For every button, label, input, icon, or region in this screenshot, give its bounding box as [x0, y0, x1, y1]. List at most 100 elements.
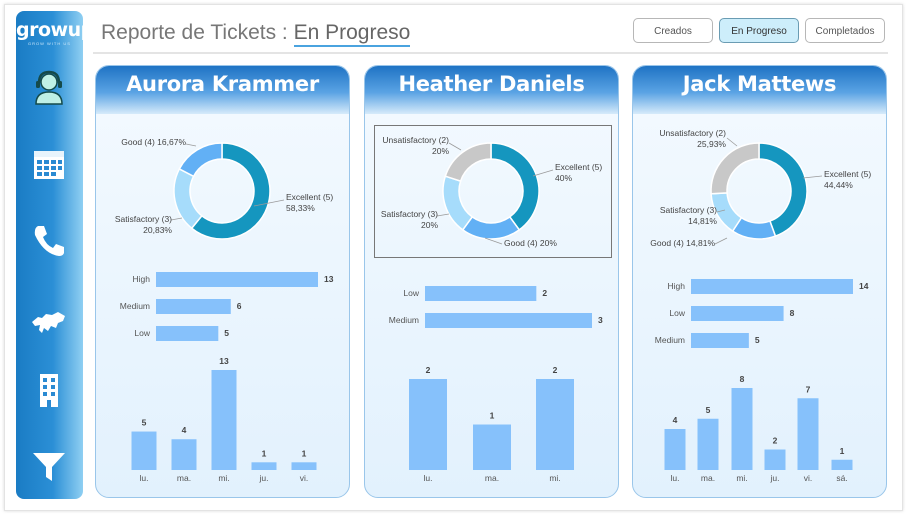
panel-header	[633, 66, 886, 114]
donut-label-good: Good (4) 14,81%	[650, 238, 715, 248]
day-label: ju.	[770, 473, 780, 483]
priority-value: 8	[790, 308, 795, 318]
donut-slice-excellent	[490, 142, 540, 231]
page-title-text: Reporte de Tickets :	[101, 21, 288, 44]
day-bar	[131, 431, 157, 470]
donut-slice-unsatisfactory	[444, 142, 492, 183]
priority-value: 5	[224, 328, 229, 338]
donut-slice-excellent	[190, 142, 271, 240]
donut-label-unsatisfactory: Unsatisfactory (2)	[382, 135, 449, 145]
donut-leader-line	[448, 142, 462, 151]
priority-label: Medium	[655, 335, 685, 345]
priority-bar	[156, 272, 318, 287]
agent-name: Heather Daniels	[398, 72, 585, 96]
day-label: mi.	[549, 473, 560, 483]
donut-percent-satisfactory: 14,81%	[688, 216, 717, 226]
brand-tagline: GROW WITH US	[28, 41, 71, 46]
donut-percent-excellent: 44,44%	[824, 180, 853, 190]
day-value: 5	[142, 418, 147, 428]
donut-label-good: Good (4) 20%	[504, 238, 557, 248]
donut-label-excellent: Excellent (5)	[824, 169, 871, 179]
day-label: lu.	[140, 473, 149, 483]
priority-bar	[156, 299, 231, 314]
priority-bar	[691, 306, 784, 321]
donut-label-excellent: Excellent (5)	[555, 162, 602, 172]
day-label: mi.	[218, 473, 229, 483]
world-map-icon[interactable]	[30, 304, 68, 342]
priority-bar	[425, 286, 537, 301]
page-title: Reporte de Tickets : En Progreso	[101, 21, 411, 47]
day-bar	[697, 418, 719, 470]
day-value: 7	[806, 384, 811, 394]
building-icon[interactable]	[30, 371, 68, 409]
day-bar	[664, 429, 686, 470]
day-label: ma.	[177, 473, 191, 483]
day-bar	[211, 370, 237, 470]
priority-label: Low	[134, 328, 150, 338]
agent-panel-2: Heather Daniels Excellent (5) 40% Good (4)…	[364, 65, 619, 498]
day-bar	[251, 462, 277, 470]
filter-en-progreso-button[interactable]: En Progreso	[719, 18, 799, 43]
donut-label-satisfactory: Satisfactory (3)	[660, 205, 717, 215]
donut-slice-satisfactory	[173, 167, 203, 230]
sidebar: growup GROW WITH US	[16, 11, 94, 499]
agent-charts: Excellent (5)58,33% Satisfactory (3)20,83…	[115, 137, 334, 483]
donut-percent-unsatisfactory: 20%	[432, 146, 449, 156]
day-label: lu.	[424, 473, 433, 483]
agent-icon[interactable]	[30, 68, 68, 106]
day-bar	[731, 388, 753, 470]
day-value: 8	[740, 374, 745, 384]
priority-label: High	[133, 274, 151, 284]
panel-header	[96, 66, 349, 114]
priority-value: 13	[324, 274, 334, 284]
day-bar	[764, 449, 786, 470]
day-bar	[797, 398, 819, 470]
donut-leader-line	[802, 175, 823, 179]
day-label: sá.	[836, 473, 847, 483]
donut-percent-satisfactory: 20%	[421, 220, 438, 230]
day-bar	[473, 424, 511, 470]
day-label: ma.	[485, 473, 499, 483]
priority-value: 14	[859, 281, 869, 291]
priority-bar	[691, 279, 853, 294]
brand-logo[interactable]: growup	[16, 19, 94, 41]
agent-panel-1: Aurora Krammer Excellent (5) 58,33% Satisf…	[95, 65, 350, 498]
filter-creados-button[interactable]: Creados	[633, 18, 713, 43]
filter-icon[interactable]	[30, 447, 68, 485]
priority-bar	[425, 313, 592, 328]
donut-percent-excellent: 40%	[555, 173, 572, 183]
donut-label-unsatisfactory: Unsatisfactory (2)	[659, 128, 726, 138]
priority-value: 2	[542, 288, 547, 298]
donut-leader-line	[185, 143, 197, 147]
day-label: ma.	[701, 473, 715, 483]
donut-leader-line	[714, 237, 728, 245]
day-value: 1	[302, 448, 307, 458]
day-bar	[171, 439, 197, 470]
priority-label: Medium	[120, 301, 150, 311]
priority-label: High	[668, 281, 686, 291]
day-value: 2	[426, 365, 431, 375]
priority-bar	[156, 326, 219, 341]
panel-header	[365, 66, 618, 114]
filter-completados-button[interactable]: Completados	[805, 18, 885, 43]
day-bar	[536, 379, 574, 470]
day-value: 13	[219, 356, 229, 366]
donut-label-satisfactory: Satisfactory (3)	[381, 209, 438, 219]
day-value: 2	[553, 365, 558, 375]
calendar-icon[interactable]	[30, 145, 68, 183]
day-label: vi.	[300, 473, 309, 483]
day-bar	[291, 462, 317, 470]
day-label: vi.	[804, 473, 813, 483]
donut-leader-line	[726, 137, 738, 147]
day-value: 4	[182, 425, 187, 435]
day-value: 1	[490, 411, 495, 421]
day-label: mi.	[736, 473, 747, 483]
donut-leader-line	[253, 199, 285, 207]
donut-percent-excellent: 58,33%	[286, 203, 315, 213]
donut-slice-excellent	[758, 142, 808, 238]
agent-charts: Excellent (5)44,44% Good (4) 14,81% Satisf…	[650, 128, 871, 483]
donut-label-excellent: Excellent (5)	[286, 192, 333, 202]
phone-icon[interactable]	[30, 221, 68, 259]
priority-label: Medium	[389, 315, 419, 325]
selection-box	[374, 125, 612, 258]
